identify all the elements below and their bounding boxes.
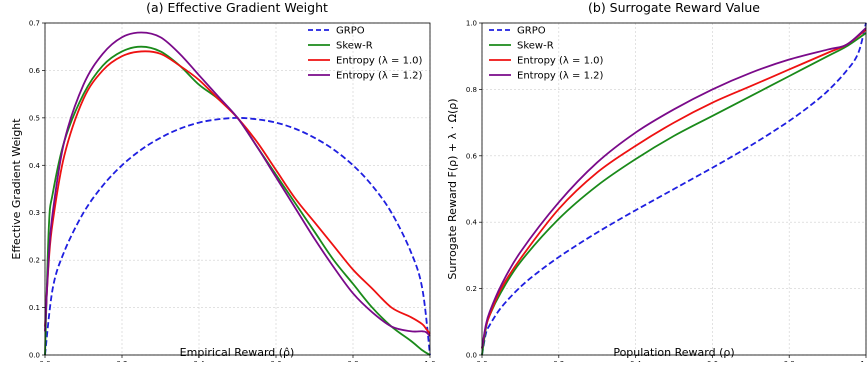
series-line-3 <box>44 31 431 337</box>
plot-frame <box>44 22 431 356</box>
y-tick-label: 0.3 <box>29 209 40 217</box>
y-axis-label: Surrogate Reward F(ρ) + λ · Ω(ρ) <box>446 98 459 279</box>
panel-effective-gradient-weight: (a) Effective Gradient Weight 0.0 0.2 0.4 0… <box>10 0 436 366</box>
legend-label: Entropy (λ = 1.0) <box>336 56 422 67</box>
x-axis-label: Empirical Reward (ρ̂) <box>180 346 295 359</box>
legend-label: GRPO <box>336 26 365 37</box>
legend-label: GRPO <box>517 26 546 37</box>
x-axis-label: Population Reward (ρ) <box>613 346 734 359</box>
legend-label: Skew-R <box>336 41 373 52</box>
y-tick-label: 0.2 <box>29 257 40 265</box>
y-tick-label: 0.6 <box>29 67 41 75</box>
series-line-1 <box>44 45 431 356</box>
y-tick-label: 0.6 <box>466 152 478 160</box>
legend-label: Entropy (λ = 1.0) <box>517 56 603 67</box>
y-tick-label: 0.5 <box>29 114 40 122</box>
plot-frame <box>481 22 867 356</box>
series-line-0 <box>44 116 431 356</box>
series-lines <box>481 22 867 356</box>
series-line-2 <box>44 50 431 335</box>
legend-label: Entropy (λ = 1.2) <box>517 71 603 82</box>
y-tick-label: 0.0 <box>29 352 40 360</box>
y-tick-label: 0.2 <box>466 285 477 293</box>
y-tick-label: 1.0 <box>466 20 477 28</box>
legend-label: Entropy (λ = 1.2) <box>336 71 422 82</box>
y-tick-label: 0.8 <box>466 86 477 94</box>
series-line-3 <box>481 27 867 349</box>
legend: GRPO Skew-R Entropy (λ = 1.0) Entropy (λ = … <box>308 26 422 82</box>
series-line-0 <box>481 22 867 356</box>
y-tick-label: 0.0 <box>466 352 477 360</box>
y-tick-label: 0.7 <box>29 20 40 28</box>
y-axis-label: Effective Gradient Weight <box>10 118 23 260</box>
panel-title: (b) Surrogate Reward Value <box>588 0 760 15</box>
legend-label: Skew-R <box>517 41 554 52</box>
panel-surrogate-reward-value: (b) Surrogate Reward Value 0.0 0.2 0.4 0.6 0… <box>446 0 867 366</box>
y-tick-label: 0.4 <box>466 219 478 227</box>
legend: GRPO Skew-R Entropy (λ = 1.0) Entropy (λ = … <box>489 26 603 82</box>
y-tick-label: 0.4 <box>29 162 41 170</box>
panel-title: (a) Effective Gradient Weight <box>146 0 328 15</box>
series-lines <box>44 31 431 356</box>
y-tick-label: 0.1 <box>29 304 40 312</box>
series-line-2 <box>481 28 867 349</box>
